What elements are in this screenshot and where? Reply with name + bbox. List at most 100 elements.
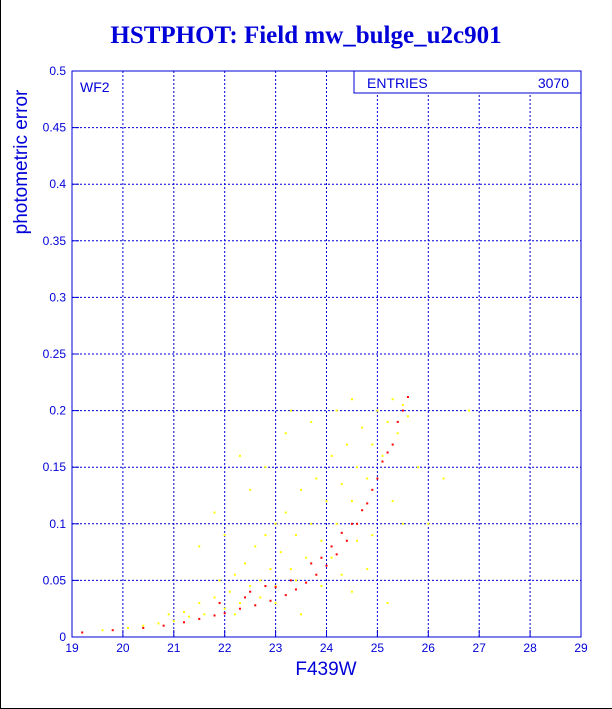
data-point — [294, 588, 297, 591]
y-axis-label: photometric error — [11, 89, 32, 234]
grid-lines — [71, 70, 582, 638]
data-point — [182, 611, 185, 614]
data-point — [406, 415, 409, 418]
data-point — [284, 594, 287, 597]
data-point — [325, 500, 328, 503]
data-point — [330, 545, 333, 548]
data-point — [350, 590, 353, 593]
data-point — [264, 534, 267, 537]
data-point — [366, 502, 369, 505]
data-point — [401, 522, 404, 525]
data-point — [238, 454, 241, 457]
x-tick-label: 21 — [167, 641, 181, 655]
y-tick-labels: 0 0.05 0.1 0.15 0.2 0.25 0.3 0.35 0.4 0.45 0.5 — [43, 64, 67, 644]
data-point — [182, 621, 185, 624]
x-tick-label: 20 — [116, 641, 130, 655]
data-point — [284, 511, 287, 514]
data-point — [427, 522, 430, 525]
y-tick-label: 0.45 — [43, 121, 67, 135]
data-point — [371, 443, 374, 446]
data-point — [320, 539, 323, 542]
y-tick-label: 0.15 — [43, 460, 67, 474]
data-point — [213, 614, 216, 617]
y-tick-label: 0.05 — [43, 573, 67, 587]
data-point — [356, 466, 359, 469]
data-point — [406, 396, 409, 399]
data-point — [249, 488, 252, 491]
x-tick-label: 28 — [523, 641, 537, 655]
data-point — [350, 522, 353, 525]
data-point — [305, 556, 308, 559]
data-point — [198, 602, 201, 605]
x-axis-label: F439W — [295, 659, 356, 680]
data-point — [228, 590, 231, 593]
data-point — [81, 631, 84, 634]
data-point — [361, 509, 364, 512]
data-point — [218, 579, 221, 582]
y-tick-label: 0 — [59, 630, 66, 644]
data-point — [300, 613, 303, 616]
data-point — [310, 562, 313, 565]
panel-label: WF2 — [80, 79, 110, 95]
data-point — [335, 553, 338, 556]
data-point — [126, 626, 129, 629]
data-point — [340, 531, 343, 534]
data-point — [350, 398, 353, 401]
data-point — [249, 585, 252, 588]
data-point — [289, 409, 292, 412]
data-point — [345, 539, 348, 542]
data-point — [101, 629, 104, 632]
data-point — [259, 579, 262, 582]
data-point — [340, 573, 343, 576]
frame-left-edge — [0, 0, 1, 709]
data-point — [305, 581, 308, 584]
data-point — [264, 466, 267, 469]
data-point — [381, 454, 384, 457]
data-point — [371, 488, 374, 491]
y-tick-label: 0.35 — [43, 234, 67, 248]
data-point — [356, 522, 359, 525]
y-tick-label: 0.3 — [49, 290, 66, 304]
data-point — [279, 551, 282, 554]
x-tick-labels: 19 20 21 22 23 24 25 26 27 28 29 — [65, 641, 588, 655]
data-point — [213, 511, 216, 514]
stats-box — [353, 70, 582, 94]
data-point — [269, 568, 272, 571]
data-point — [289, 568, 292, 571]
data-point — [442, 477, 445, 480]
data-points — [81, 396, 471, 634]
x-tick-label: 26 — [422, 641, 436, 655]
data-point — [330, 454, 333, 457]
x-tick-label: 23 — [269, 641, 283, 655]
data-point — [320, 556, 323, 559]
data-point — [396, 420, 399, 423]
data-point — [223, 612, 226, 615]
data-point — [198, 617, 201, 620]
stats-label: ENTRIES — [367, 75, 428, 91]
data-point — [254, 604, 257, 607]
data-point — [162, 624, 165, 627]
data-point — [468, 409, 471, 412]
data-point — [401, 403, 404, 406]
data-point — [264, 585, 267, 588]
data-point — [366, 568, 369, 571]
data-point — [289, 579, 292, 582]
data-point — [167, 613, 170, 616]
data-point — [386, 420, 389, 423]
data-point — [269, 599, 272, 602]
x-tick-label: 25 — [371, 641, 385, 655]
plot-frame — [71, 70, 582, 638]
y-tick-label: 0.5 — [49, 64, 66, 78]
data-point — [310, 522, 313, 525]
data-point — [335, 522, 338, 525]
data-point — [376, 477, 379, 480]
data-point — [366, 477, 369, 480]
data-point — [371, 534, 374, 537]
data-point — [315, 477, 318, 480]
data-point — [417, 466, 420, 469]
data-point — [335, 409, 338, 412]
data-point — [361, 426, 364, 429]
data-point — [274, 586, 277, 589]
data-point — [218, 602, 221, 605]
data-point — [381, 460, 384, 463]
